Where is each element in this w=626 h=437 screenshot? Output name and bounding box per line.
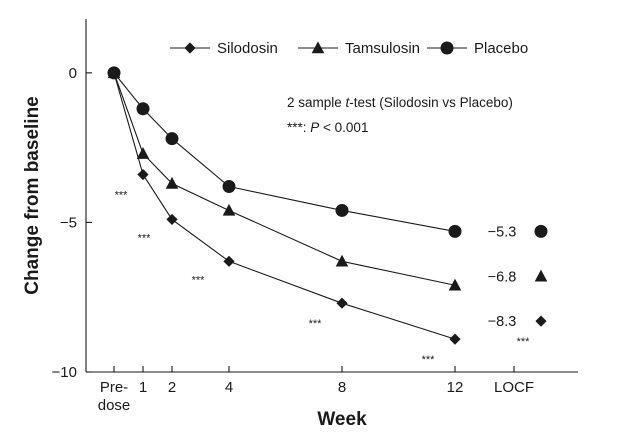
x-tick-label: 1 bbox=[139, 379, 147, 396]
annotation: 2 sample t-test (Silodosin vs Placebo) **… bbox=[287, 95, 513, 135]
y-tick-label: 0 bbox=[69, 65, 77, 82]
significance-marker: *** bbox=[517, 336, 531, 348]
legend-label-placebo: Placebo bbox=[474, 40, 528, 57]
data-point-silodosin bbox=[336, 297, 348, 309]
legend-item-silodosin: Silodosin bbox=[170, 40, 278, 57]
significance-marker: *** bbox=[309, 318, 323, 330]
data-point-placebo bbox=[335, 203, 349, 217]
x-tick-label: 4 bbox=[225, 379, 233, 396]
data-point-placebo bbox=[222, 180, 236, 194]
data-point-tamsulosin bbox=[222, 203, 236, 216]
significance-marker: *** bbox=[192, 274, 206, 286]
x-tick-label-line2: dose bbox=[98, 397, 131, 414]
significance-marker: *** bbox=[115, 190, 129, 202]
data-point-silodosin bbox=[166, 213, 178, 226]
data-point-tamsulosin bbox=[136, 147, 150, 159]
data-point-placebo bbox=[107, 66, 121, 80]
series-line-silodosin bbox=[113, 72, 456, 340]
x-tick-label: 12 bbox=[447, 379, 464, 396]
data-point-tamsulosin bbox=[165, 176, 179, 189]
locf-marker-placebo bbox=[534, 224, 548, 238]
annotation-line-2: ***: P < 0.001 bbox=[287, 120, 368, 135]
data-point-placebo bbox=[165, 132, 179, 146]
x-tick-label: 2 bbox=[168, 379, 176, 396]
axes bbox=[85, 19, 578, 373]
legend-marker-placebo bbox=[440, 41, 454, 55]
locf-value-silodosin: −8.3 bbox=[488, 314, 517, 330]
series-line-tamsulosin bbox=[113, 72, 456, 286]
legend-label-tamsulosin: Tamsulosin bbox=[345, 40, 420, 57]
series-placebo bbox=[107, 66, 462, 238]
legend: Silodosin Tamsulosin Placebo bbox=[170, 40, 528, 57]
data-point-tamsulosin bbox=[448, 278, 462, 291]
legend-item-placebo: Placebo bbox=[427, 40, 528, 57]
data-point-silodosin bbox=[137, 168, 149, 181]
annotation-line-1: 2 sample t-test (Silodosin vs Placebo) bbox=[287, 95, 513, 110]
data-point-silodosin bbox=[449, 333, 461, 345]
data-point-placebo bbox=[136, 102, 150, 116]
significance-marker: *** bbox=[138, 232, 152, 244]
y-axis-title: Change from baseline bbox=[22, 96, 43, 295]
series-line-placebo bbox=[113, 72, 456, 232]
locf-value-tamsulosin: −6.8 bbox=[488, 269, 517, 285]
x-tick-label: Pre- bbox=[100, 379, 128, 396]
legend-item-tamsulosin: Tamsulosin bbox=[298, 40, 420, 57]
significance-markers: *** *** *** *** *** *** bbox=[115, 190, 531, 367]
x-axis-title: Week bbox=[317, 409, 367, 430]
locf-marker-tamsulosin bbox=[534, 269, 548, 282]
legend-label-silodosin: Silodosin bbox=[217, 40, 278, 57]
locf-layer: −8.3 −6.8 −5.3 bbox=[488, 224, 548, 330]
data-point-placebo bbox=[448, 224, 462, 238]
locf-marker-silodosin bbox=[535, 315, 547, 327]
legend-marker-silodosin bbox=[184, 42, 196, 54]
data-point-silodosin bbox=[223, 255, 235, 267]
legend-marker-tamsulosin bbox=[311, 41, 325, 54]
y-tick-label: −10 bbox=[52, 364, 77, 381]
series-layer bbox=[107, 66, 462, 345]
x-tick-label: LOCF bbox=[494, 379, 534, 396]
significance-marker: *** bbox=[422, 354, 436, 366]
data-point-tamsulosin bbox=[335, 254, 349, 267]
y-tick-label: −5 bbox=[60, 214, 77, 231]
locf-value-placebo: −5.3 bbox=[488, 224, 517, 240]
x-tick-label: 8 bbox=[338, 379, 346, 396]
